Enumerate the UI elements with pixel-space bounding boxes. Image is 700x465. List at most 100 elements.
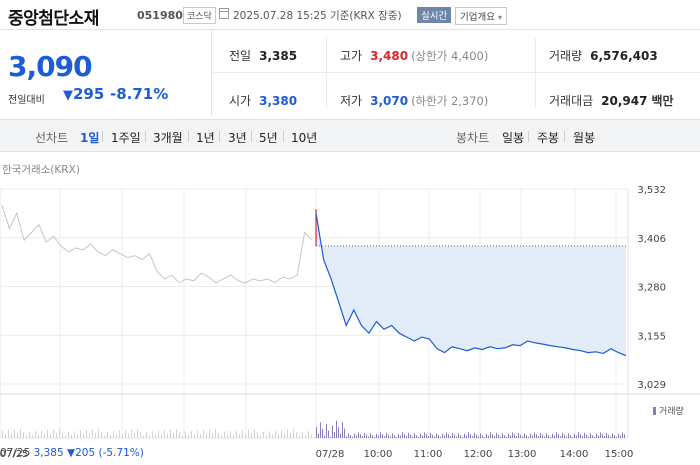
- volume-bar: [284, 433, 285, 438]
- volume: 거래량 6,576,403: [549, 47, 658, 64]
- volume-bar: [540, 432, 541, 438]
- volume-bar: [432, 434, 433, 438]
- volume-bar: [376, 433, 377, 438]
- stats-column-divider: [535, 38, 536, 108]
- period-separator: [251, 131, 252, 142]
- volume-bar: [518, 432, 519, 438]
- volume-bar: [122, 434, 123, 438]
- period-5y[interactable]: 5년: [259, 131, 278, 145]
- volume-bar: [8, 430, 9, 438]
- volume-bar: [164, 430, 165, 438]
- trading-amount: 거래대금 20,947 백만: [549, 92, 674, 109]
- volume-bar: [98, 428, 99, 438]
- volume-bar: [538, 436, 539, 438]
- volume-bar: [218, 432, 219, 438]
- volume-bar: [536, 434, 537, 438]
- volume-bar: [104, 436, 105, 438]
- volume-bar: [354, 433, 355, 438]
- period-3y[interactable]: 3년: [228, 131, 247, 145]
- period-separator: [564, 131, 565, 142]
- volume-bar: [44, 434, 45, 438]
- volume-bar: [500, 436, 501, 438]
- period-separator: [188, 131, 189, 142]
- volume-bar: [390, 436, 391, 438]
- volume-bar: [233, 434, 234, 438]
- volume-bar: [227, 435, 228, 438]
- volume-bar: [462, 437, 463, 438]
- volume-bar: [480, 433, 481, 438]
- open-label: 시가: [229, 94, 252, 108]
- volume-bar: [342, 422, 343, 438]
- volume-bar: [618, 433, 619, 438]
- volume-bar: [606, 432, 607, 438]
- volume-bar: [260, 436, 261, 438]
- volume-bar: [179, 432, 180, 438]
- volume-bar: [468, 432, 469, 438]
- volume-bar: [5, 434, 6, 438]
- volume-bar: [125, 430, 126, 438]
- candle-weekly[interactable]: 주봉: [537, 131, 560, 145]
- prev-day-line: [1, 205, 313, 284]
- volume-bar: [486, 433, 487, 438]
- period-1y[interactable]: 1년: [196, 131, 215, 145]
- volume-legend-label: 거래량: [659, 407, 684, 417]
- volume-bar: [32, 435, 33, 438]
- volume-bar: [17, 433, 18, 438]
- volume-bar: [498, 434, 499, 438]
- volume-bar: [490, 432, 491, 438]
- volume-bar: [596, 433, 597, 438]
- volume-bar: [275, 430, 276, 438]
- summary-date: 07/25: [0, 447, 31, 459]
- volume-bar: [472, 436, 473, 438]
- change-value: ▼295: [63, 85, 104, 103]
- volume-bar: [598, 435, 599, 438]
- volume-bar: [62, 432, 63, 438]
- volume-bar: [448, 434, 449, 438]
- prev-close-label: 전일: [229, 49, 252, 63]
- volume-bar: [257, 432, 258, 438]
- volume-bar: [350, 435, 351, 438]
- today-area-fill: [316, 213, 626, 356]
- summary-change: 205: [75, 447, 96, 459]
- period-10y[interactable]: 10년: [291, 131, 318, 145]
- company-info-button[interactable]: 기업개요 ▾: [455, 7, 508, 25]
- volume-bar: [576, 435, 577, 438]
- low-value: 3,070: [370, 94, 409, 108]
- volume-bar: [95, 433, 96, 438]
- volume-bar: [326, 423, 327, 438]
- volume-bar: [316, 427, 317, 438]
- candle-daily[interactable]: 일봉: [502, 131, 525, 145]
- candle-monthly[interactable]: 월봉: [573, 131, 596, 145]
- volume-bar: [600, 432, 601, 438]
- volume-bar: [414, 433, 415, 438]
- period-1d[interactable]: 1일: [80, 131, 100, 145]
- volume-bar: [248, 429, 249, 438]
- low-label: 저가: [340, 94, 363, 108]
- volume-bar: [392, 433, 393, 438]
- volume-bar: [532, 435, 533, 438]
- volume-bar: [302, 431, 303, 438]
- volume-bar: [602, 434, 603, 438]
- volume-bar: [352, 437, 353, 438]
- volume-bar: [101, 432, 102, 438]
- period-1w[interactable]: 1주일: [111, 131, 141, 145]
- volume-bar: [338, 427, 339, 438]
- volume-bar: [410, 434, 411, 438]
- period-3m[interactable]: 3개월: [153, 131, 183, 145]
- stock-name: 중앙첨단소재: [8, 9, 99, 29]
- volume-bar: [378, 435, 379, 438]
- volume-bar: [608, 434, 609, 438]
- live-badge[interactable]: 실시간: [417, 7, 452, 23]
- open-price: 시가 3,380: [229, 92, 297, 109]
- volume-bar: [590, 433, 591, 438]
- volume-bar: [620, 435, 621, 438]
- volume-bar: [584, 432, 585, 438]
- volume-bar: [348, 433, 349, 438]
- volume-bar: [59, 428, 60, 438]
- prev-close: 전일 3,385: [229, 47, 297, 64]
- volume-bar: [444, 435, 445, 438]
- volume-bar: [552, 433, 553, 438]
- volume-bar: [239, 434, 240, 438]
- volume-bar: [188, 435, 189, 438]
- volume-bar: [384, 436, 385, 438]
